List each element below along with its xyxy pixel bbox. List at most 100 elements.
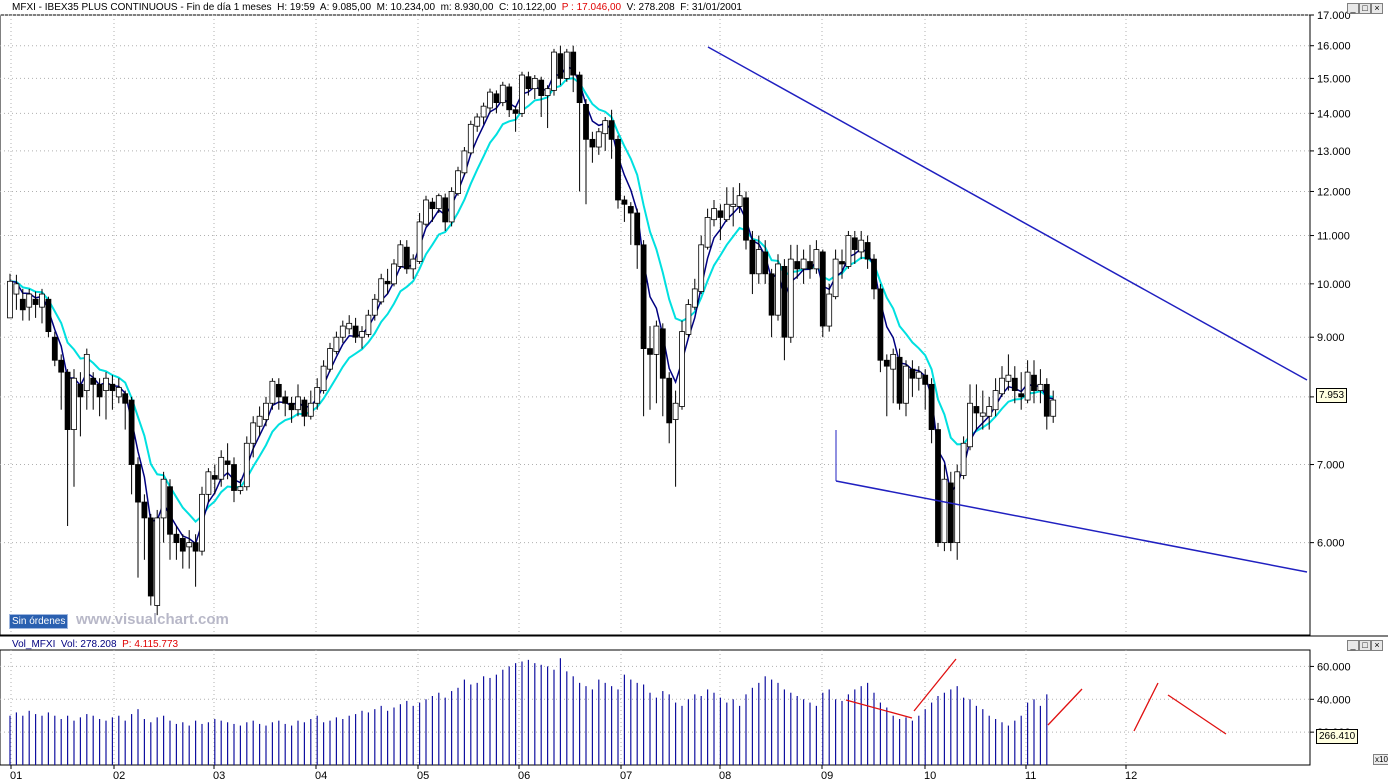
x-tick-label: 11 [1025, 770, 1036, 782]
candle-body [896, 356, 903, 404]
volume-annotation-line [913, 658, 957, 712]
candle-body [826, 293, 833, 327]
x-tick-label: 10 [924, 770, 936, 782]
candle-body [506, 86, 513, 111]
candle-body [237, 486, 244, 491]
symbol-title: MFXI - IBEX35 PLUS CONTINUOUS - Fin de d… [12, 2, 272, 13]
candle-body [762, 251, 769, 275]
volume-panel-frame [0, 649, 1311, 766]
candle-body [371, 298, 378, 316]
candle-body [179, 538, 186, 552]
candle-body [922, 374, 929, 385]
volume-p: P: 4.115.773 [122, 639, 179, 650]
candle-body [960, 442, 967, 476]
candle-body [231, 464, 237, 491]
volume-annotation-line [1167, 694, 1227, 735]
candle-body [903, 365, 909, 404]
volume-maximize-button[interactable]: □ [1359, 640, 1371, 651]
candle-body [173, 533, 180, 544]
candle-body [410, 258, 417, 270]
sin-ordenes-button[interactable]: Sin órdenes [9, 614, 69, 629]
candle-body [576, 74, 583, 104]
candle-body [973, 406, 980, 414]
candle-body [544, 88, 551, 96]
chart-header: MFXI - IBEX35 PLUS CONTINUOUS - Fin de d… [12, 1, 742, 14]
candle-body [634, 212, 641, 246]
minimize-button[interactable]: _ [1347, 3, 1359, 14]
candle-body [832, 258, 839, 298]
candle-body [1050, 399, 1057, 417]
x-tick-label: 09 [821, 770, 833, 782]
volume-annotation-line [1047, 688, 1083, 726]
volume-tick-label: 40.000 [1317, 694, 1351, 706]
candle-body [947, 482, 954, 544]
candle-body [839, 261, 845, 265]
candle-body [512, 109, 519, 114]
candle-body [979, 412, 986, 417]
candle-body [871, 258, 877, 290]
candle-body [186, 542, 193, 548]
price-tick-label: 7.000 [1317, 460, 1345, 472]
candle-body [359, 331, 365, 338]
volume-close-button[interactable]: × [1371, 640, 1383, 651]
maximize-button[interactable]: □ [1359, 3, 1371, 14]
candle-body [672, 402, 679, 420]
candle-body [909, 368, 916, 379]
candle-body [352, 325, 359, 338]
candle-body [557, 53, 564, 79]
close-button[interactable]: × [1371, 3, 1383, 14]
candle-body [858, 239, 865, 253]
x-tick-label: 01 [10, 770, 22, 782]
candle-body [589, 138, 596, 148]
candle-body [768, 273, 775, 316]
candle-body [205, 471, 212, 495]
candle-body [455, 170, 461, 194]
candle-body [147, 517, 154, 597]
close-readout: C: 10.122,00 [498, 2, 557, 13]
volume-title: Vol_MFXI [12, 639, 56, 650]
candle-body [442, 197, 449, 223]
candle-body [1031, 374, 1037, 391]
candle-body [211, 475, 218, 480]
candle-body [77, 383, 84, 398]
candle-body [224, 460, 231, 465]
candle-body [122, 393, 129, 404]
candle-body [263, 402, 269, 420]
x-tick-label: 12 [1125, 770, 1137, 782]
candle-body [807, 261, 813, 270]
price-tick-label: 6.000 [1317, 538, 1345, 550]
p-readout: P : 17.046,00 [561, 2, 622, 13]
candle-body [154, 517, 161, 606]
volume-value: Vol: 278.208 [60, 639, 117, 650]
volume-readout: V: 278.208 [626, 2, 675, 13]
x-tick-label: 03 [213, 770, 225, 782]
candle-body [711, 208, 717, 221]
volume-header: Vol_MFXI Vol: 278.208 P: 4.115.773 [12, 638, 178, 651]
candle-body [928, 383, 935, 430]
candle-body [256, 415, 263, 427]
candle-body [1011, 377, 1018, 391]
candle-body [775, 263, 781, 316]
last-price-tag: 7.953 [1316, 388, 1348, 403]
candle-body [327, 348, 333, 370]
candle-body [1043, 383, 1050, 417]
candle-body [563, 51, 570, 79]
volume-minimize-button[interactable]: _ [1347, 640, 1359, 651]
candle-body [250, 422, 257, 444]
candle-body [941, 478, 948, 544]
trendline-resistance [707, 46, 1308, 381]
candle-body [794, 261, 801, 270]
candle-body [301, 399, 308, 417]
candle-body [391, 263, 397, 285]
candle-body [71, 377, 77, 430]
candle-body [480, 105, 487, 118]
candle-body [954, 471, 961, 544]
candle-body [781, 266, 788, 338]
candle-body [890, 353, 897, 370]
price-tick-label: 14.000 [1317, 108, 1351, 120]
candle-body [448, 191, 455, 223]
candle-body [519, 74, 525, 114]
price-tick-label: 10.000 [1317, 279, 1351, 291]
candle-body [621, 199, 628, 205]
candle-body [723, 203, 730, 221]
